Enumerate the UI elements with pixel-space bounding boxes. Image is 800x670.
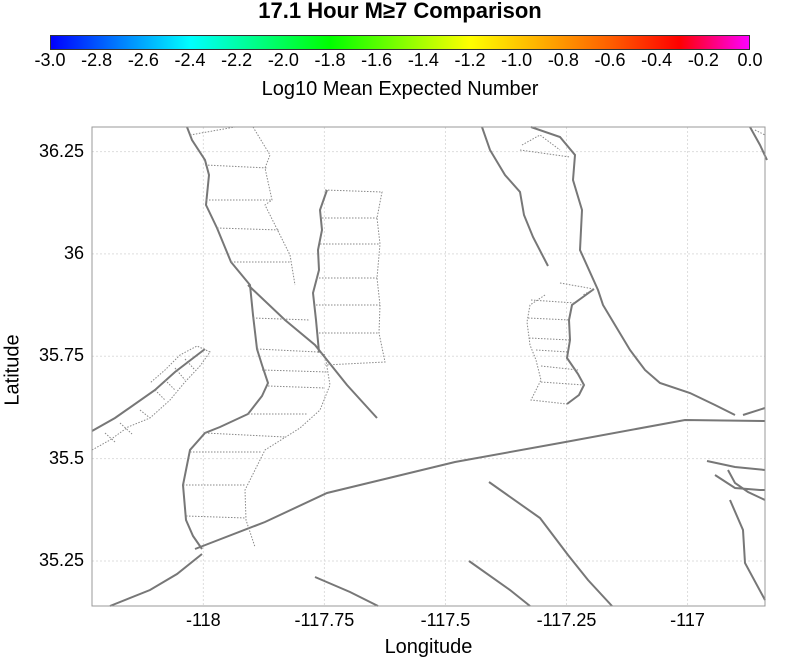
fault-trace <box>314 576 379 607</box>
y-tick-label: 35.5 <box>48 447 84 468</box>
fault-trace <box>714 474 765 491</box>
colorbar-tick-label: -2.6 <box>127 50 159 70</box>
fault-trace <box>247 284 378 419</box>
colorbar-tick-label: -2.4 <box>174 50 206 70</box>
colorbar-tick-label: -1.4 <box>407 50 439 70</box>
y-axis-label: Latitude <box>1 334 24 406</box>
fault-trace <box>181 126 270 550</box>
fault-trace <box>706 460 766 471</box>
fault-segment-outline <box>252 126 296 286</box>
x-tick-label: -117 <box>670 610 705 630</box>
colorbar-tick-label: -0.6 <box>594 50 626 70</box>
fault-segment-outline <box>91 345 211 451</box>
x-tick-label: -117.5 <box>420 610 471 630</box>
fault-trace <box>194 418 766 550</box>
fault-trace <box>729 499 766 601</box>
fault-segment-outline <box>521 134 561 151</box>
fault-segment-outline <box>519 149 571 158</box>
y-tick-label: 35.75 <box>38 345 84 366</box>
colorbar-tick-label: -0.4 <box>641 50 673 70</box>
x-tick-label: -117.75 <box>294 610 355 630</box>
colorbar-tick-label: 0.0 <box>737 50 763 70</box>
fault-trace <box>311 189 328 353</box>
fault-trace <box>565 288 595 405</box>
colorbar-tick-label: -1.2 <box>454 50 486 70</box>
y-tick-label: 35.25 <box>38 549 84 570</box>
y-tick-label: 36 <box>63 242 84 263</box>
colorbar-tick-label: -2.8 <box>81 50 113 70</box>
colorbar <box>50 35 750 50</box>
fault-trace <box>488 481 613 607</box>
fault-segment-outline <box>526 294 568 405</box>
colorbar-tick-label: -2.0 <box>267 50 299 70</box>
x-tick-label: -118 <box>186 610 221 630</box>
colorbar-label: Log10 Mean Expected Number <box>261 78 539 100</box>
x-axis-label: Longitude <box>384 636 473 658</box>
fault-segment-outline <box>754 129 766 136</box>
colorbar-tick-label: -1.6 <box>361 50 393 70</box>
colorbar-tick-label: -1.8 <box>314 50 346 70</box>
y-tick-label: 36.25 <box>38 140 84 161</box>
colorbar-tick-label: -0.2 <box>687 50 719 70</box>
fault-segment-dividers <box>104 164 585 519</box>
colorbar-tick-label: -3.0 <box>34 50 66 70</box>
fault-trace <box>727 469 766 501</box>
fault-segment-outline <box>189 126 236 136</box>
fault-trace <box>742 407 766 416</box>
colorbar-tick-label: -1.0 <box>501 50 533 70</box>
chart-title: 17.1 Hour M≥7 Comparison <box>258 0 542 23</box>
fault-trace <box>468 560 531 607</box>
fault-trace <box>91 348 206 432</box>
map-frame <box>91 126 766 607</box>
colorbar-tick-label: -2.2 <box>221 50 253 70</box>
fault-segment-outline <box>559 282 596 296</box>
fault-trace <box>109 553 203 607</box>
x-tick-label: -117.25 <box>536 610 597 630</box>
colorbar-tick-label: -0.8 <box>547 50 579 70</box>
fault-segment-outline <box>244 351 331 548</box>
fault-trace <box>481 126 549 267</box>
map-grid <box>92 127 765 606</box>
fault-traces <box>91 126 768 607</box>
fault-trace <box>530 126 736 416</box>
